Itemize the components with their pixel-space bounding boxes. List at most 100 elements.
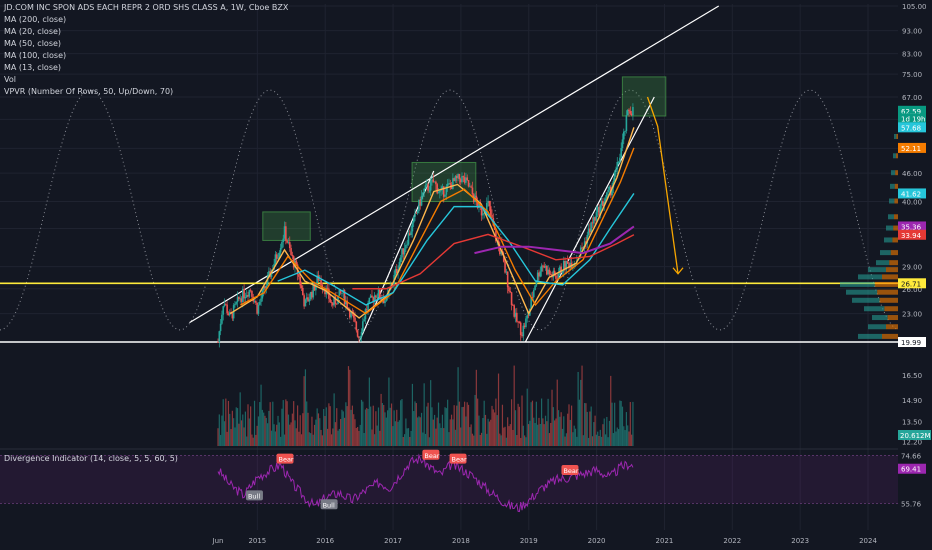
study-ma13[interactable]: MA (13, close) (4, 63, 62, 72)
volume-bar (316, 408, 318, 446)
volume-bar (390, 403, 393, 446)
volume-bar (294, 420, 296, 446)
candle-body (532, 290, 535, 298)
vpvr-bar-up (868, 267, 886, 273)
candle-body (333, 296, 335, 306)
volume-bar (414, 401, 416, 446)
volume-bar (332, 428, 334, 446)
volume-bar (413, 411, 415, 446)
volume-bar (471, 433, 474, 446)
candle-body (298, 274, 300, 277)
volume-bar (377, 407, 380, 446)
volume-bar (435, 428, 437, 446)
candle-body (248, 289, 251, 297)
signal-bull-badge (320, 499, 338, 510)
price-marker-bg (898, 221, 926, 232)
study-ma20[interactable]: MA (20, close) (4, 27, 62, 36)
candle-body (617, 161, 620, 163)
price-marker-bg (898, 188, 926, 199)
volume-bar (283, 434, 286, 446)
volume-bar (598, 435, 600, 446)
volume-bar (274, 431, 277, 446)
study-vol[interactable]: Vol (4, 75, 16, 84)
candle-body (406, 244, 408, 246)
candle-body (581, 247, 583, 249)
volume-bar (587, 437, 590, 446)
candle-body (527, 315, 530, 317)
candle-body (373, 295, 376, 302)
volume-bar (357, 426, 359, 446)
candle-body (437, 192, 440, 194)
candle-body (354, 317, 356, 322)
candle-body (626, 109, 629, 116)
volume-bar (490, 419, 492, 446)
volume-marker-label: 20.612M (900, 432, 931, 440)
volume-bar (467, 404, 470, 446)
candle-body (369, 295, 372, 298)
candle-body (410, 231, 412, 235)
price-marker-bg (898, 278, 926, 289)
osc-marker-label: 55.76 (901, 500, 922, 508)
candle-body (583, 241, 586, 248)
price-tick-label: 23.00 (902, 311, 922, 319)
volume-bar (364, 409, 367, 446)
volume-bar (560, 412, 562, 446)
candle-body (515, 312, 518, 322)
study-ma100[interactable]: MA (100, close) (4, 51, 67, 60)
study-ma50[interactable]: MA (50, close) (4, 39, 62, 48)
price-marker-label: 41.62 (901, 190, 921, 198)
candle-body (559, 266, 561, 274)
candle-body (579, 247, 582, 256)
candle-body (531, 297, 534, 298)
candle-body (557, 273, 560, 280)
candle-body (264, 286, 266, 289)
symbol-title[interactable]: JD.COM INC SPON ADS EACH REPR 2 ORD SHS … (4, 3, 289, 12)
price-marker-label: 26.71 (901, 280, 921, 288)
price-marker-bg (898, 113, 926, 124)
divergence-indicator-legend[interactable]: Divergence Indicator (14, close, 5, 5, 6… (4, 454, 178, 463)
volume-bar (599, 429, 601, 446)
volume-bar (581, 365, 583, 446)
candle-body (238, 296, 240, 300)
volume-bar (381, 403, 384, 446)
volume-bar (394, 421, 397, 446)
vpvr-bar-down (895, 170, 898, 176)
volume-bar (286, 401, 288, 446)
candle-body (378, 289, 381, 299)
volume-bar (572, 432, 574, 446)
volume-bar (299, 415, 301, 446)
candle-body (371, 295, 373, 298)
volume-bar (530, 402, 532, 446)
candle-body (548, 269, 551, 275)
study-ma200[interactable]: MA (200, close) (4, 15, 67, 24)
candle-body (506, 271, 509, 288)
signal-bear-label: Bear (424, 452, 439, 460)
vpvr-bar-down (892, 237, 898, 243)
volume-bar (454, 429, 457, 446)
candle-body (433, 181, 436, 183)
candle-body (611, 187, 613, 196)
volume-bar (632, 401, 634, 446)
vpvr-bar-down (893, 225, 898, 231)
volume-bar (500, 435, 502, 446)
candle-body (467, 180, 470, 187)
candle-body (587, 228, 590, 235)
candle-body (491, 214, 493, 218)
candle-body (539, 271, 542, 277)
time-tick-label: 2020 (588, 537, 606, 545)
candle-body (384, 300, 386, 304)
candle-body (341, 292, 343, 294)
volume-bar (235, 407, 237, 446)
candle-body (367, 302, 369, 310)
study-vpvr[interactable]: VPVR (Number Of Rows, 50, Up/Down, 70) (4, 87, 174, 96)
candle-body (394, 269, 397, 275)
volume-bar (358, 430, 360, 446)
volume-bar (486, 433, 488, 446)
volume-bar (221, 415, 223, 446)
volume-bar (482, 418, 484, 446)
volume-bar (538, 417, 540, 446)
volume-bar (631, 434, 633, 446)
price-tick-label: 93.00 (902, 28, 922, 36)
candle-body (625, 115, 628, 131)
